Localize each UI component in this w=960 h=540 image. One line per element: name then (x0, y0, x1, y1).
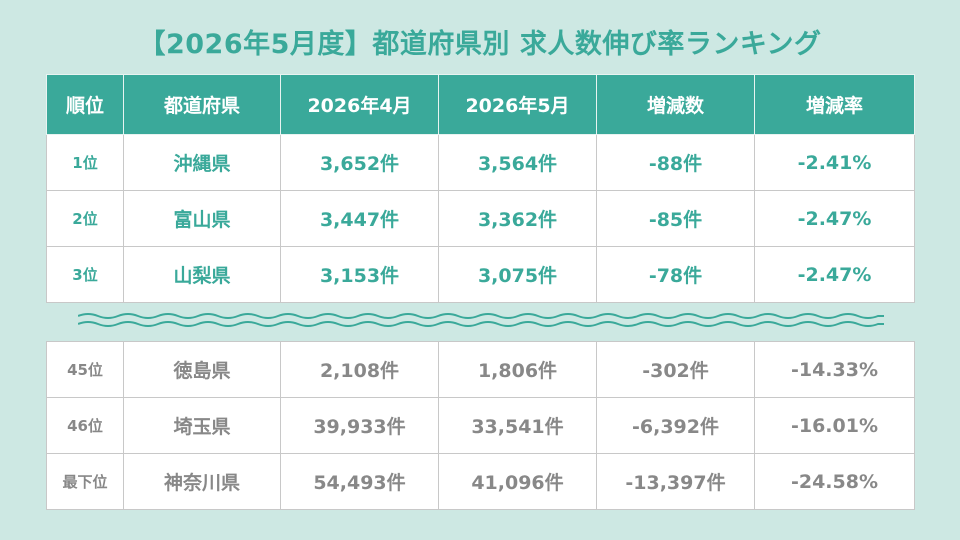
rank-cell: 最下位 (46, 453, 124, 510)
prefecture-cell: 富山県 (123, 190, 281, 247)
april-cell: 3,447件 (280, 190, 439, 247)
header-rank: 順位 (46, 74, 124, 135)
table-row: 2位 富山県 3,447件 3,362件 -85件 -2.47% (46, 190, 915, 247)
table-row: 45位 徳島県 2,108件 1,806件 -302件 -14.33% (46, 341, 915, 398)
rate-cell: -16.01% (754, 397, 915, 454)
table-row: 3位 山梨県 3,153件 3,075件 -78件 -2.47% (46, 246, 915, 303)
page-title: 【2026年5月度】都道府県別 求人数伸び率ランキング (138, 29, 822, 60)
may-cell: 3,075件 (438, 246, 597, 303)
may-cell: 3,564件 (438, 134, 597, 191)
rank-cell: 1位 (46, 134, 124, 191)
rate-cell: -14.33% (754, 341, 915, 398)
rank-cell: 45位 (46, 341, 124, 398)
diff-cell: -13,397件 (596, 453, 755, 510)
header-rate: 増減率 (754, 74, 915, 135)
table-row: 1位 沖縄県 3,652件 3,564件 -88件 -2.41% (46, 134, 915, 191)
prefecture-cell: 山梨県 (123, 246, 281, 303)
april-cell: 2,108件 (280, 341, 439, 398)
diff-cell: -88件 (596, 134, 755, 191)
may-cell: 33,541件 (438, 397, 597, 454)
april-cell: 3,652件 (280, 134, 439, 191)
diff-cell: -85件 (596, 190, 755, 247)
wave-divider (78, 313, 884, 327)
may-cell: 3,362件 (438, 190, 597, 247)
rate-cell: -24.58% (754, 453, 915, 510)
prefecture-cell: 埼玉県 (123, 397, 281, 454)
header-april: 2026年4月 (280, 74, 439, 135)
rate-cell: -2.41% (754, 134, 915, 191)
diff-cell: -6,392件 (596, 397, 755, 454)
april-cell: 39,933件 (280, 397, 439, 454)
prefecture-cell: 神奈川県 (123, 453, 281, 510)
prefecture-cell: 沖縄県 (123, 134, 281, 191)
may-cell: 41,096件 (438, 453, 597, 510)
header-diff: 増減数 (596, 74, 755, 135)
diff-cell: -78件 (596, 246, 755, 303)
diff-cell: -302件 (596, 341, 755, 398)
rate-cell: -2.47% (754, 246, 915, 303)
table-row: 46位 埼玉県 39,933件 33,541件 -6,392件 -16.01% (46, 397, 915, 454)
april-cell: 54,493件 (280, 453, 439, 510)
top-ranking-table: 順位 都道府県 2026年4月 2026年5月 増減数 増減率 1位 沖縄県 3… (46, 74, 915, 303)
rate-cell: -2.47% (754, 190, 915, 247)
prefecture-cell: 徳島県 (123, 341, 281, 398)
table-row: 最下位 神奈川県 54,493件 41,096件 -13,397件 -24.58… (46, 453, 915, 510)
rank-cell: 2位 (46, 190, 124, 247)
rank-cell: 46位 (46, 397, 124, 454)
may-cell: 1,806件 (438, 341, 597, 398)
header-prefecture: 都道府県 (123, 74, 281, 135)
bottom-ranking-table: 45位 徳島県 2,108件 1,806件 -302件 -14.33% 46位 … (46, 341, 915, 510)
april-cell: 3,153件 (280, 246, 439, 303)
rank-cell: 3位 (46, 246, 124, 303)
table-header-row: 順位 都道府県 2026年4月 2026年5月 増減数 増減率 (46, 74, 915, 135)
header-may: 2026年5月 (438, 74, 597, 135)
